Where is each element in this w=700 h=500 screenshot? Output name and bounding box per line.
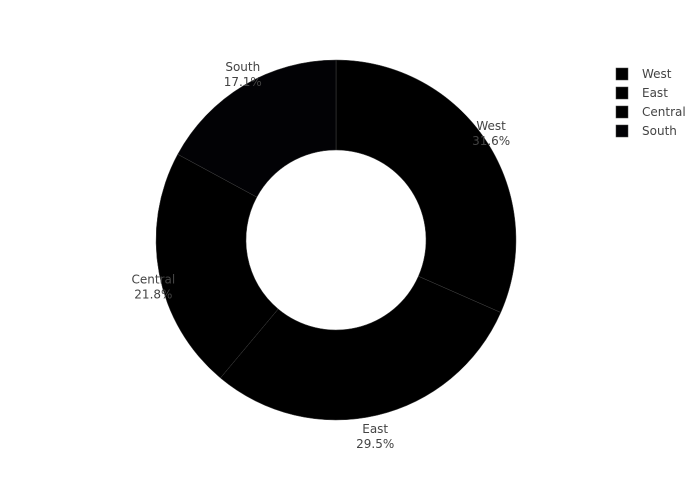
legend-item-central[interactable]: Central xyxy=(615,105,686,119)
donut-slices xyxy=(155,59,517,421)
legend-swatch xyxy=(615,124,629,138)
legend-swatch xyxy=(615,105,629,119)
slice-label-south: South 17.1% xyxy=(224,60,262,89)
legend-item-west[interactable]: West xyxy=(615,67,672,81)
legend-label: East xyxy=(642,86,668,100)
slice-label-name: South xyxy=(225,60,260,74)
legend: West East Central South xyxy=(615,67,686,138)
slice-label-percent: 31.6% xyxy=(472,134,510,148)
slice-east[interactable] xyxy=(220,275,502,421)
slice-label-name: East xyxy=(362,422,388,436)
slice-labels: West 31.6% East 29.5% Central 21.8% South 17.1% xyxy=(132,60,511,451)
slice-label-name: West xyxy=(476,119,506,133)
slice-central[interactable] xyxy=(155,153,279,379)
slice-west[interactable] xyxy=(335,59,517,313)
legend-label: Central xyxy=(642,105,686,119)
slice-label-percent: 21.8% xyxy=(134,288,172,302)
slice-south[interactable] xyxy=(177,59,337,198)
slice-label-name: Central xyxy=(132,273,176,287)
legend-label: South xyxy=(642,124,677,138)
slice-label-west: West 31.6% xyxy=(472,119,510,148)
legend-swatch xyxy=(615,86,629,100)
legend-item-east[interactable]: East xyxy=(615,86,668,100)
legend-swatch xyxy=(615,67,629,81)
slice-label-percent: 17.1% xyxy=(224,75,262,89)
slice-label-east: East 29.5% xyxy=(356,422,394,451)
slice-label-central: Central 21.8% xyxy=(132,273,176,302)
legend-label: West xyxy=(642,67,672,81)
legend-item-south[interactable]: South xyxy=(615,124,677,138)
slice-label-percent: 29.5% xyxy=(356,437,394,451)
